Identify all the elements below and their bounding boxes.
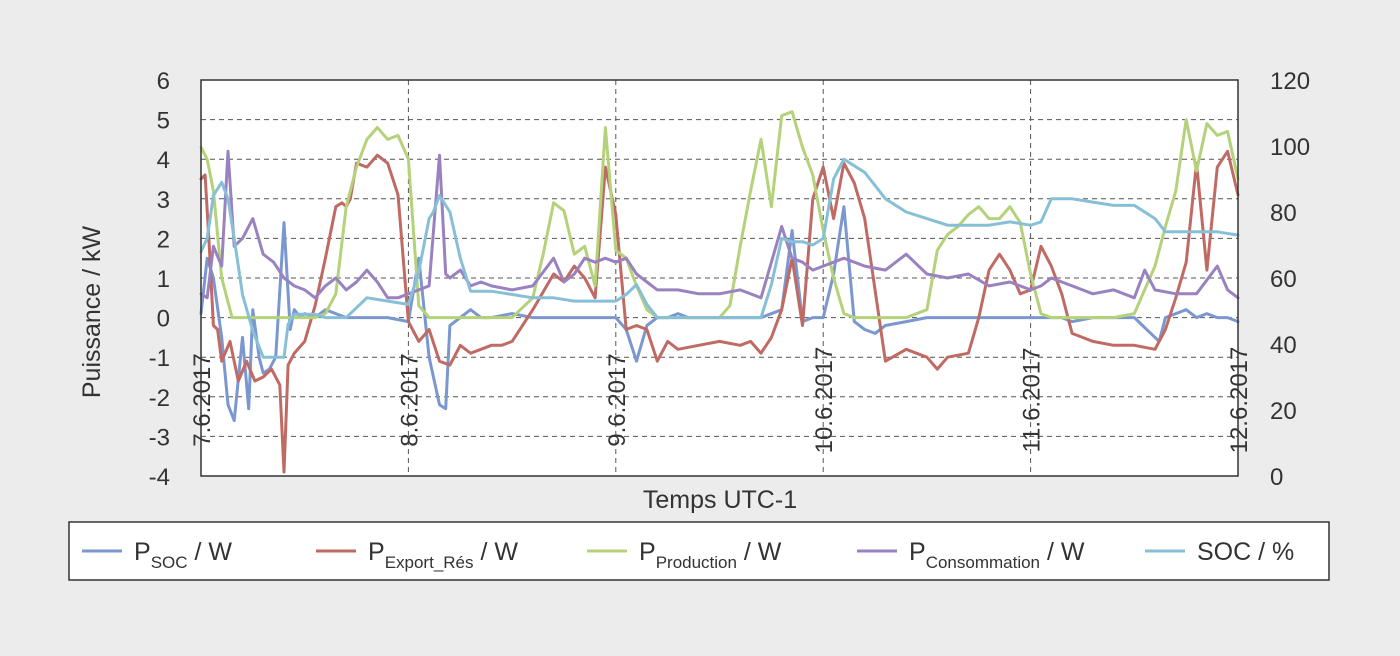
series-line-consumption: [199, 149, 1240, 300]
y2-tick-label: 120: [1270, 68, 1310, 95]
y-tick-label: 4: [157, 147, 170, 174]
x-tick-label: 9.6.2017: [604, 353, 631, 446]
legend-label-production: PProduction / W: [639, 538, 782, 572]
plot-frame: [200, 79, 1239, 477]
y2-tick-label: 20: [1270, 398, 1297, 425]
y-tick-label: 1: [157, 266, 170, 293]
legend-label-consumption: PConsommation / W: [909, 538, 1085, 572]
y-tick-label: 5: [157, 108, 170, 135]
legend: PSOC / W PExport_Rés / W PProduction / W PC…: [82, 538, 1294, 572]
legend-box: [68, 521, 1330, 581]
x-tick-label: 11.6.2017: [1019, 348, 1046, 453]
y-tick-label: -3: [149, 424, 170, 451]
x-tick-label: 10.6.2017: [811, 347, 838, 454]
y-tick-label: 2: [157, 226, 170, 253]
legend-label-soc: SOC / %: [1197, 538, 1294, 566]
y-tick-label: -2: [149, 385, 170, 412]
y-tick-label: -4: [149, 464, 170, 491]
y2-tick-label: 80: [1270, 200, 1297, 227]
series-group: [199, 110, 1240, 474]
y-axis-ticks: -4 -3 -2 -1 0 1 2 3 4 5 6: [149, 68, 170, 491]
legend-label-soc_power: PSOC / W: [134, 538, 232, 572]
y2-axis-ticks: 0 20 40 60 80 100 120: [1270, 68, 1310, 491]
y-tick-label: 6: [157, 68, 170, 95]
y2-tick-label: 60: [1270, 266, 1297, 293]
series-line-soc: [199, 157, 1240, 359]
y-tick-label: -1: [149, 345, 170, 372]
x-tick-label: 7.6.2017: [189, 353, 216, 446]
x-axis-ticks: 7.6.2017 8.6.2017 9.6.2017 10.6.2017 11.6.20…: [189, 347, 1253, 454]
y2-tick-label: 100: [1270, 134, 1310, 161]
series-line-production: [199, 110, 1240, 320]
y2-tick-label: 0: [1270, 464, 1283, 491]
y-tick-label: 3: [157, 187, 170, 214]
x-tick-label: 8.6.2017: [396, 353, 423, 446]
x-axis-title: Temps UTC-1: [643, 486, 797, 514]
y2-tick-label: 40: [1270, 332, 1297, 359]
legend-label-export: PExport_Rés / W: [368, 538, 518, 572]
x-tick-label: 12.6.2017: [1226, 347, 1253, 454]
y-axis-title: Puissance / kW: [78, 225, 106, 398]
y-tick-label: 0: [157, 306, 170, 333]
